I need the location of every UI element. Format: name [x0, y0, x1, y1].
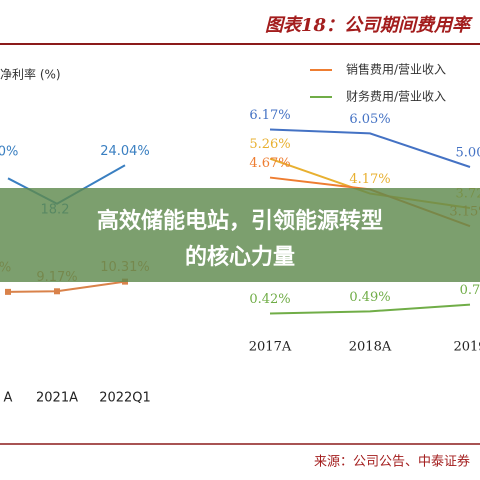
x-tick-label: 2018A [349, 340, 392, 355]
legend-label: 财务费用/营业收入 [346, 89, 446, 104]
banner-line: 高效储能电站，引领能源转型 [97, 208, 383, 234]
legend-label: 销售费用/营业收入 [346, 62, 446, 77]
chart-title: 净利率 (%) [0, 67, 61, 82]
data-label: 4.17% [349, 172, 390, 187]
data-label: 0.49% [349, 290, 390, 305]
data-label: 6.17% [249, 108, 290, 123]
point-marker [5, 288, 11, 295]
data-label: 4.67% [249, 156, 290, 171]
x-tick-label: A [4, 391, 13, 406]
series-line [269, 128, 471, 168]
point-marker [54, 288, 60, 295]
banner-line: 的核心力量 [185, 244, 295, 270]
data-label: 5.26% [249, 137, 290, 152]
x-tick-label: 2019 [453, 340, 480, 355]
x-tick-label: 2022Q1 [99, 391, 151, 406]
data-label: 5.00 [456, 146, 480, 161]
x-tick-label: 2017A [249, 340, 292, 355]
banner [0, 188, 480, 282]
header-title: 图表18：公司期间费用率 [265, 15, 473, 36]
data-label: 0.42% [249, 292, 290, 307]
annotation: 0% [0, 145, 18, 160]
data-label: 24.04% [100, 144, 150, 159]
footer-source: 来源：公司公告、中泰证券 [314, 454, 470, 470]
x-tick-label: 2021A [36, 391, 78, 406]
data-label: 6.05% [349, 112, 390, 127]
data-label: 0.7 [460, 283, 480, 298]
series-line [269, 303, 471, 315]
